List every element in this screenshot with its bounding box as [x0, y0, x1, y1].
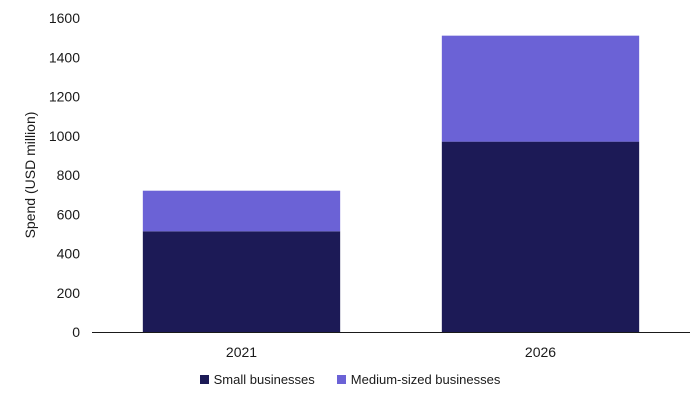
- y-tick-label: 1400: [49, 49, 80, 65]
- legend: Small businesses Medium-sized businesses: [0, 372, 700, 387]
- x-axis-ticks: 2021 2026: [226, 344, 556, 360]
- y-tick-label: 1600: [49, 10, 80, 26]
- legend-label-medium-sized-businesses: Medium-sized businesses: [350, 372, 501, 387]
- bar-2026-series-1: [441, 35, 640, 142]
- y-tick-label: 1000: [49, 128, 80, 144]
- x-tick-label: 2021: [226, 344, 257, 360]
- y-tick-label: 600: [57, 206, 81, 222]
- y-tick-label: 1200: [49, 89, 80, 105]
- bars: [142, 35, 640, 332]
- bar-2021-series-0: [142, 231, 341, 332]
- legend-swatch-small-businesses: [199, 375, 209, 384]
- y-tick-label: 800: [57, 167, 81, 183]
- y-tick-label: 400: [57, 246, 81, 262]
- legend-label-small-businesses: Small businesses: [213, 372, 315, 387]
- y-tick-label: 200: [57, 285, 81, 301]
- stacked-bar-chart: 0 200 400 600 800 1000 1200 1400 1600 2021 2026 S…: [22, 10, 690, 360]
- y-tick-label: 0: [72, 324, 80, 340]
- legend-item-medium-sized-businesses: Medium-sized businesses: [336, 372, 501, 387]
- y-axis-ticks: 0 200 400 600 800 1000 1200 1400 1600: [49, 10, 80, 340]
- legend-swatch-medium-sized-businesses: [336, 375, 346, 384]
- bar-2021-series-1: [142, 190, 341, 232]
- y-axis-title: Spend (USD million): [22, 112, 38, 239]
- legend-item-small-businesses: Small businesses: [199, 372, 315, 387]
- bar-2026-series-0: [441, 141, 640, 332]
- x-tick-label: 2026: [525, 344, 556, 360]
